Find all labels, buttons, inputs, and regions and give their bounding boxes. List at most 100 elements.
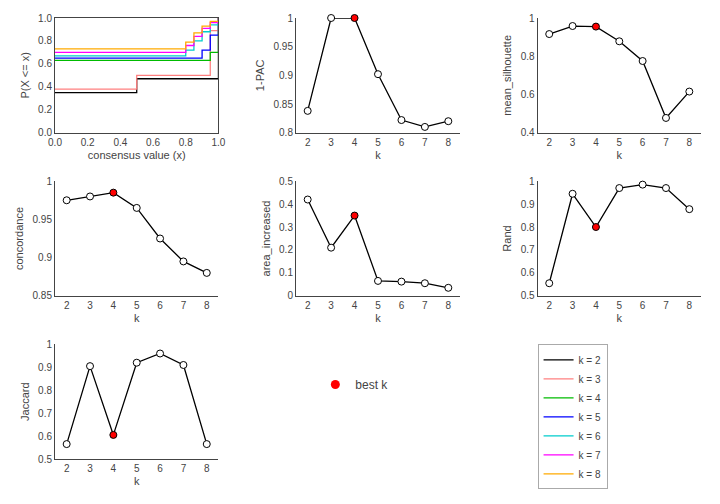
svg-text:0.4: 0.4 <box>113 137 127 148</box>
svg-text:0.6: 0.6 <box>38 431 52 442</box>
svg-text:1: 1 <box>46 176 52 187</box>
svg-text:3: 3 <box>87 463 93 474</box>
svg-text:8: 8 <box>204 463 210 474</box>
svg-text:0.4: 0.4 <box>38 81 52 92</box>
svg-text:0.8: 0.8 <box>279 127 293 138</box>
svg-text:0.3: 0.3 <box>279 222 293 233</box>
svg-text:0.8: 0.8 <box>521 51 535 62</box>
svg-text:area_increased: area_increased <box>260 201 272 277</box>
svg-text:5: 5 <box>375 137 381 148</box>
svg-text:0.8: 0.8 <box>38 385 52 396</box>
svg-text:0.2: 0.2 <box>81 137 95 148</box>
svg-text:4: 4 <box>111 463 117 474</box>
svg-text:0.0: 0.0 <box>48 137 62 148</box>
svg-text:0.2: 0.2 <box>279 244 293 255</box>
svg-text:5: 5 <box>375 300 381 311</box>
svg-text:2: 2 <box>305 137 311 148</box>
svg-text:4: 4 <box>111 300 117 311</box>
svg-text:3: 3 <box>328 137 334 148</box>
svg-text:4: 4 <box>352 137 358 148</box>
svg-text:0.95: 0.95 <box>33 214 53 225</box>
svg-text:0.4: 0.4 <box>521 127 535 138</box>
svg-text:Rand: Rand <box>501 225 513 251</box>
svg-text:Jaccard: Jaccard <box>19 382 31 421</box>
svg-text:4: 4 <box>352 300 358 311</box>
svg-text:0.8: 0.8 <box>521 222 535 233</box>
svg-text:consensus value (x): consensus value (x) <box>88 149 186 161</box>
svg-text:0.6: 0.6 <box>521 89 535 100</box>
svg-text:6: 6 <box>157 463 163 474</box>
svg-text:7: 7 <box>422 137 428 148</box>
svg-text:k: k <box>375 149 381 161</box>
svg-text:5: 5 <box>617 300 623 311</box>
svg-text:5: 5 <box>134 300 140 311</box>
svg-text:0.85: 0.85 <box>273 99 293 110</box>
svg-text:7: 7 <box>181 300 187 311</box>
svg-text:k: k <box>617 312 623 324</box>
svg-text:8: 8 <box>446 300 452 311</box>
svg-text:8: 8 <box>687 137 693 148</box>
svg-text:0.5: 0.5 <box>521 290 535 301</box>
svg-text:0.0: 0.0 <box>38 127 52 138</box>
svg-text:0.6: 0.6 <box>38 58 52 69</box>
svg-text:k = 4: k = 4 <box>579 393 601 404</box>
svg-text:6: 6 <box>399 137 405 148</box>
svg-text:P(X <= x): P(X <= x) <box>19 52 31 98</box>
svg-text:best k: best k <box>355 378 388 392</box>
svg-text:1.0: 1.0 <box>38 13 52 24</box>
svg-text:8: 8 <box>446 137 452 148</box>
svg-text:0.8: 0.8 <box>179 137 193 148</box>
svg-text:concordance: concordance <box>13 207 25 270</box>
svg-text:5: 5 <box>617 137 623 148</box>
svg-text:1.0: 1.0 <box>211 137 225 148</box>
svg-text:7: 7 <box>422 300 428 311</box>
svg-text:k: k <box>134 312 140 324</box>
svg-text:0.5: 0.5 <box>279 176 293 187</box>
svg-text:0.85: 0.85 <box>33 290 53 301</box>
svg-text:0: 0 <box>287 290 293 301</box>
svg-text:0.9: 0.9 <box>279 70 293 81</box>
svg-text:2: 2 <box>546 137 552 148</box>
svg-text:2: 2 <box>64 300 70 311</box>
svg-text:6: 6 <box>399 300 405 311</box>
svg-text:0.4: 0.4 <box>279 199 293 210</box>
svg-text:k = 7: k = 7 <box>579 450 601 461</box>
svg-text:0.7: 0.7 <box>521 244 535 255</box>
svg-text:0.8: 0.8 <box>38 35 52 46</box>
svg-text:k = 5: k = 5 <box>579 412 601 423</box>
svg-text:0.2: 0.2 <box>38 104 52 115</box>
svg-text:0.95: 0.95 <box>273 41 293 52</box>
svg-text:1: 1 <box>287 13 293 24</box>
svg-text:1: 1 <box>529 176 535 187</box>
svg-text:k = 2: k = 2 <box>579 355 601 366</box>
svg-text:0.1: 0.1 <box>279 267 293 278</box>
svg-text:3: 3 <box>328 300 334 311</box>
svg-text:k: k <box>375 312 381 324</box>
svg-text:k: k <box>134 475 140 487</box>
svg-text:7: 7 <box>663 137 669 148</box>
svg-text:1: 1 <box>46 339 52 350</box>
svg-text:6: 6 <box>640 300 646 311</box>
svg-text:4: 4 <box>593 300 599 311</box>
svg-text:3: 3 <box>570 137 576 148</box>
svg-text:8: 8 <box>687 300 693 311</box>
svg-text:3: 3 <box>570 300 576 311</box>
svg-text:2: 2 <box>305 300 311 311</box>
svg-text:0.9: 0.9 <box>38 252 52 263</box>
svg-text:1: 1 <box>529 13 535 24</box>
svg-text:0.6: 0.6 <box>146 137 160 148</box>
svg-text:6: 6 <box>640 137 646 148</box>
svg-text:0.9: 0.9 <box>521 199 535 210</box>
svg-text:k = 6: k = 6 <box>579 431 601 442</box>
svg-text:mean_silhouette: mean_silhouette <box>501 35 513 116</box>
svg-text:3: 3 <box>87 300 93 311</box>
svg-text:k = 3: k = 3 <box>579 374 601 385</box>
svg-text:1-PAC: 1-PAC <box>254 59 266 91</box>
svg-text:4: 4 <box>593 137 599 148</box>
svg-text:6: 6 <box>157 300 163 311</box>
svg-text:2: 2 <box>64 463 70 474</box>
svg-text:7: 7 <box>663 300 669 311</box>
svg-text:k: k <box>617 149 623 161</box>
svg-text:0.5: 0.5 <box>38 454 52 465</box>
svg-text:2: 2 <box>546 300 552 311</box>
